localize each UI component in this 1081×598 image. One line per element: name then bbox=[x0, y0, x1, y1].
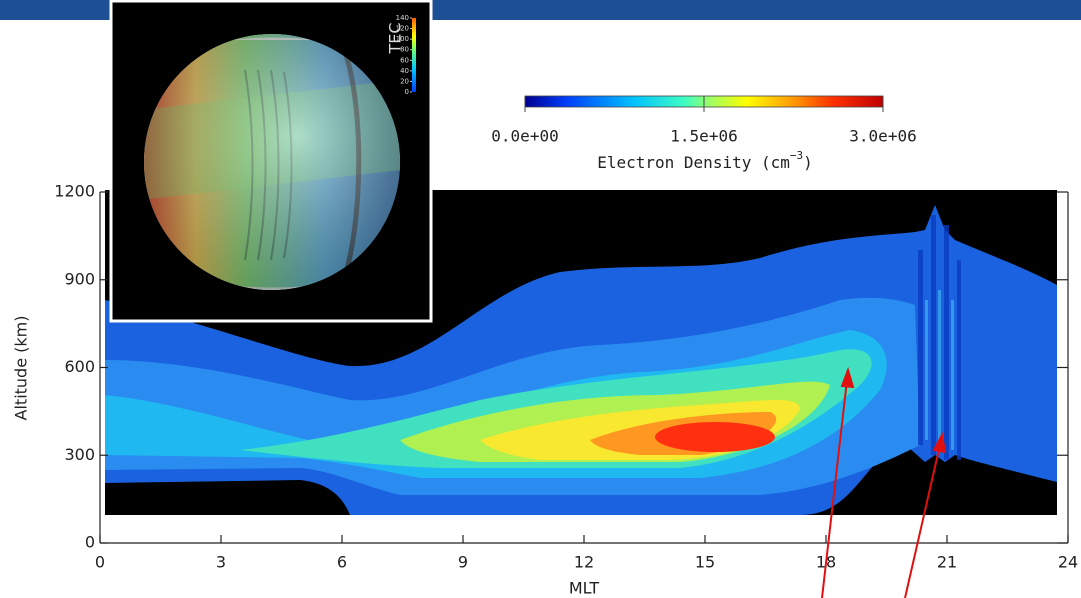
y-tick-label: 900 bbox=[64, 269, 95, 288]
y-tick-label: 0 bbox=[85, 533, 95, 552]
colorbar-label-text: Electron Density (cm bbox=[597, 153, 790, 172]
inset: TEC bbox=[111, 1, 431, 321]
inset-colorbar-tick-label: 0 bbox=[405, 88, 409, 96]
inset-colorbar-tick-label: 100 bbox=[396, 35, 409, 43]
x-tick-label: 12 bbox=[574, 553, 594, 572]
contour-stripe bbox=[951, 300, 954, 450]
x-tick-label: 15 bbox=[695, 553, 715, 572]
contour-stripe bbox=[957, 260, 961, 460]
contour-stripe bbox=[944, 225, 949, 460]
x-tick-label: 9 bbox=[458, 553, 468, 572]
inset-colorbar-tick-label: 120 bbox=[396, 25, 409, 33]
colorbar-tick-label: 0.0e+00 bbox=[491, 127, 558, 146]
contour-stripe bbox=[938, 290, 941, 445]
colorbar-label-sup: −3 bbox=[790, 149, 803, 162]
y-axis-label: Altitude (km) bbox=[12, 316, 31, 421]
x-tick-label: 24 bbox=[1058, 553, 1078, 572]
x-axis-label: MLT bbox=[569, 579, 600, 598]
chart: MLT Altitude (km) Electron Density (cm−3… bbox=[0, 0, 1081, 598]
globe-shade bbox=[144, 34, 400, 290]
inset-colorbar-tick-label: 140 bbox=[396, 14, 409, 22]
x-tick-label: 3 bbox=[216, 553, 226, 572]
contour-stripe bbox=[925, 300, 928, 440]
y-tick-label: 1200 bbox=[54, 182, 95, 201]
inset-colorbar bbox=[412, 18, 416, 92]
y-tick-label: 300 bbox=[64, 445, 95, 464]
inset-colorbar-tick-label: 60 bbox=[400, 56, 409, 64]
inset-colorbar-tick-label: 20 bbox=[400, 77, 409, 85]
colorbar-tick-label: 1.5e+06 bbox=[670, 127, 737, 146]
x-tick-label: 21 bbox=[937, 553, 957, 572]
colorbar-label: Electron Density (cm−3) bbox=[597, 149, 813, 172]
colorbar-label-end: ) bbox=[803, 153, 813, 172]
contour-stripe bbox=[931, 215, 936, 455]
x-tick-label: 0 bbox=[95, 553, 105, 572]
contour-level bbox=[655, 422, 775, 452]
x-tick-label: 18 bbox=[816, 553, 836, 572]
colorbar-tick-label: 3.0e+06 bbox=[849, 127, 916, 146]
x-tick-label: 6 bbox=[337, 553, 347, 572]
inset-colorbar-tick-label: 80 bbox=[400, 46, 409, 54]
contour-stripe bbox=[918, 250, 923, 445]
y-tick-label: 600 bbox=[64, 357, 95, 376]
inset-colorbar-tick-label: 40 bbox=[400, 67, 409, 75]
